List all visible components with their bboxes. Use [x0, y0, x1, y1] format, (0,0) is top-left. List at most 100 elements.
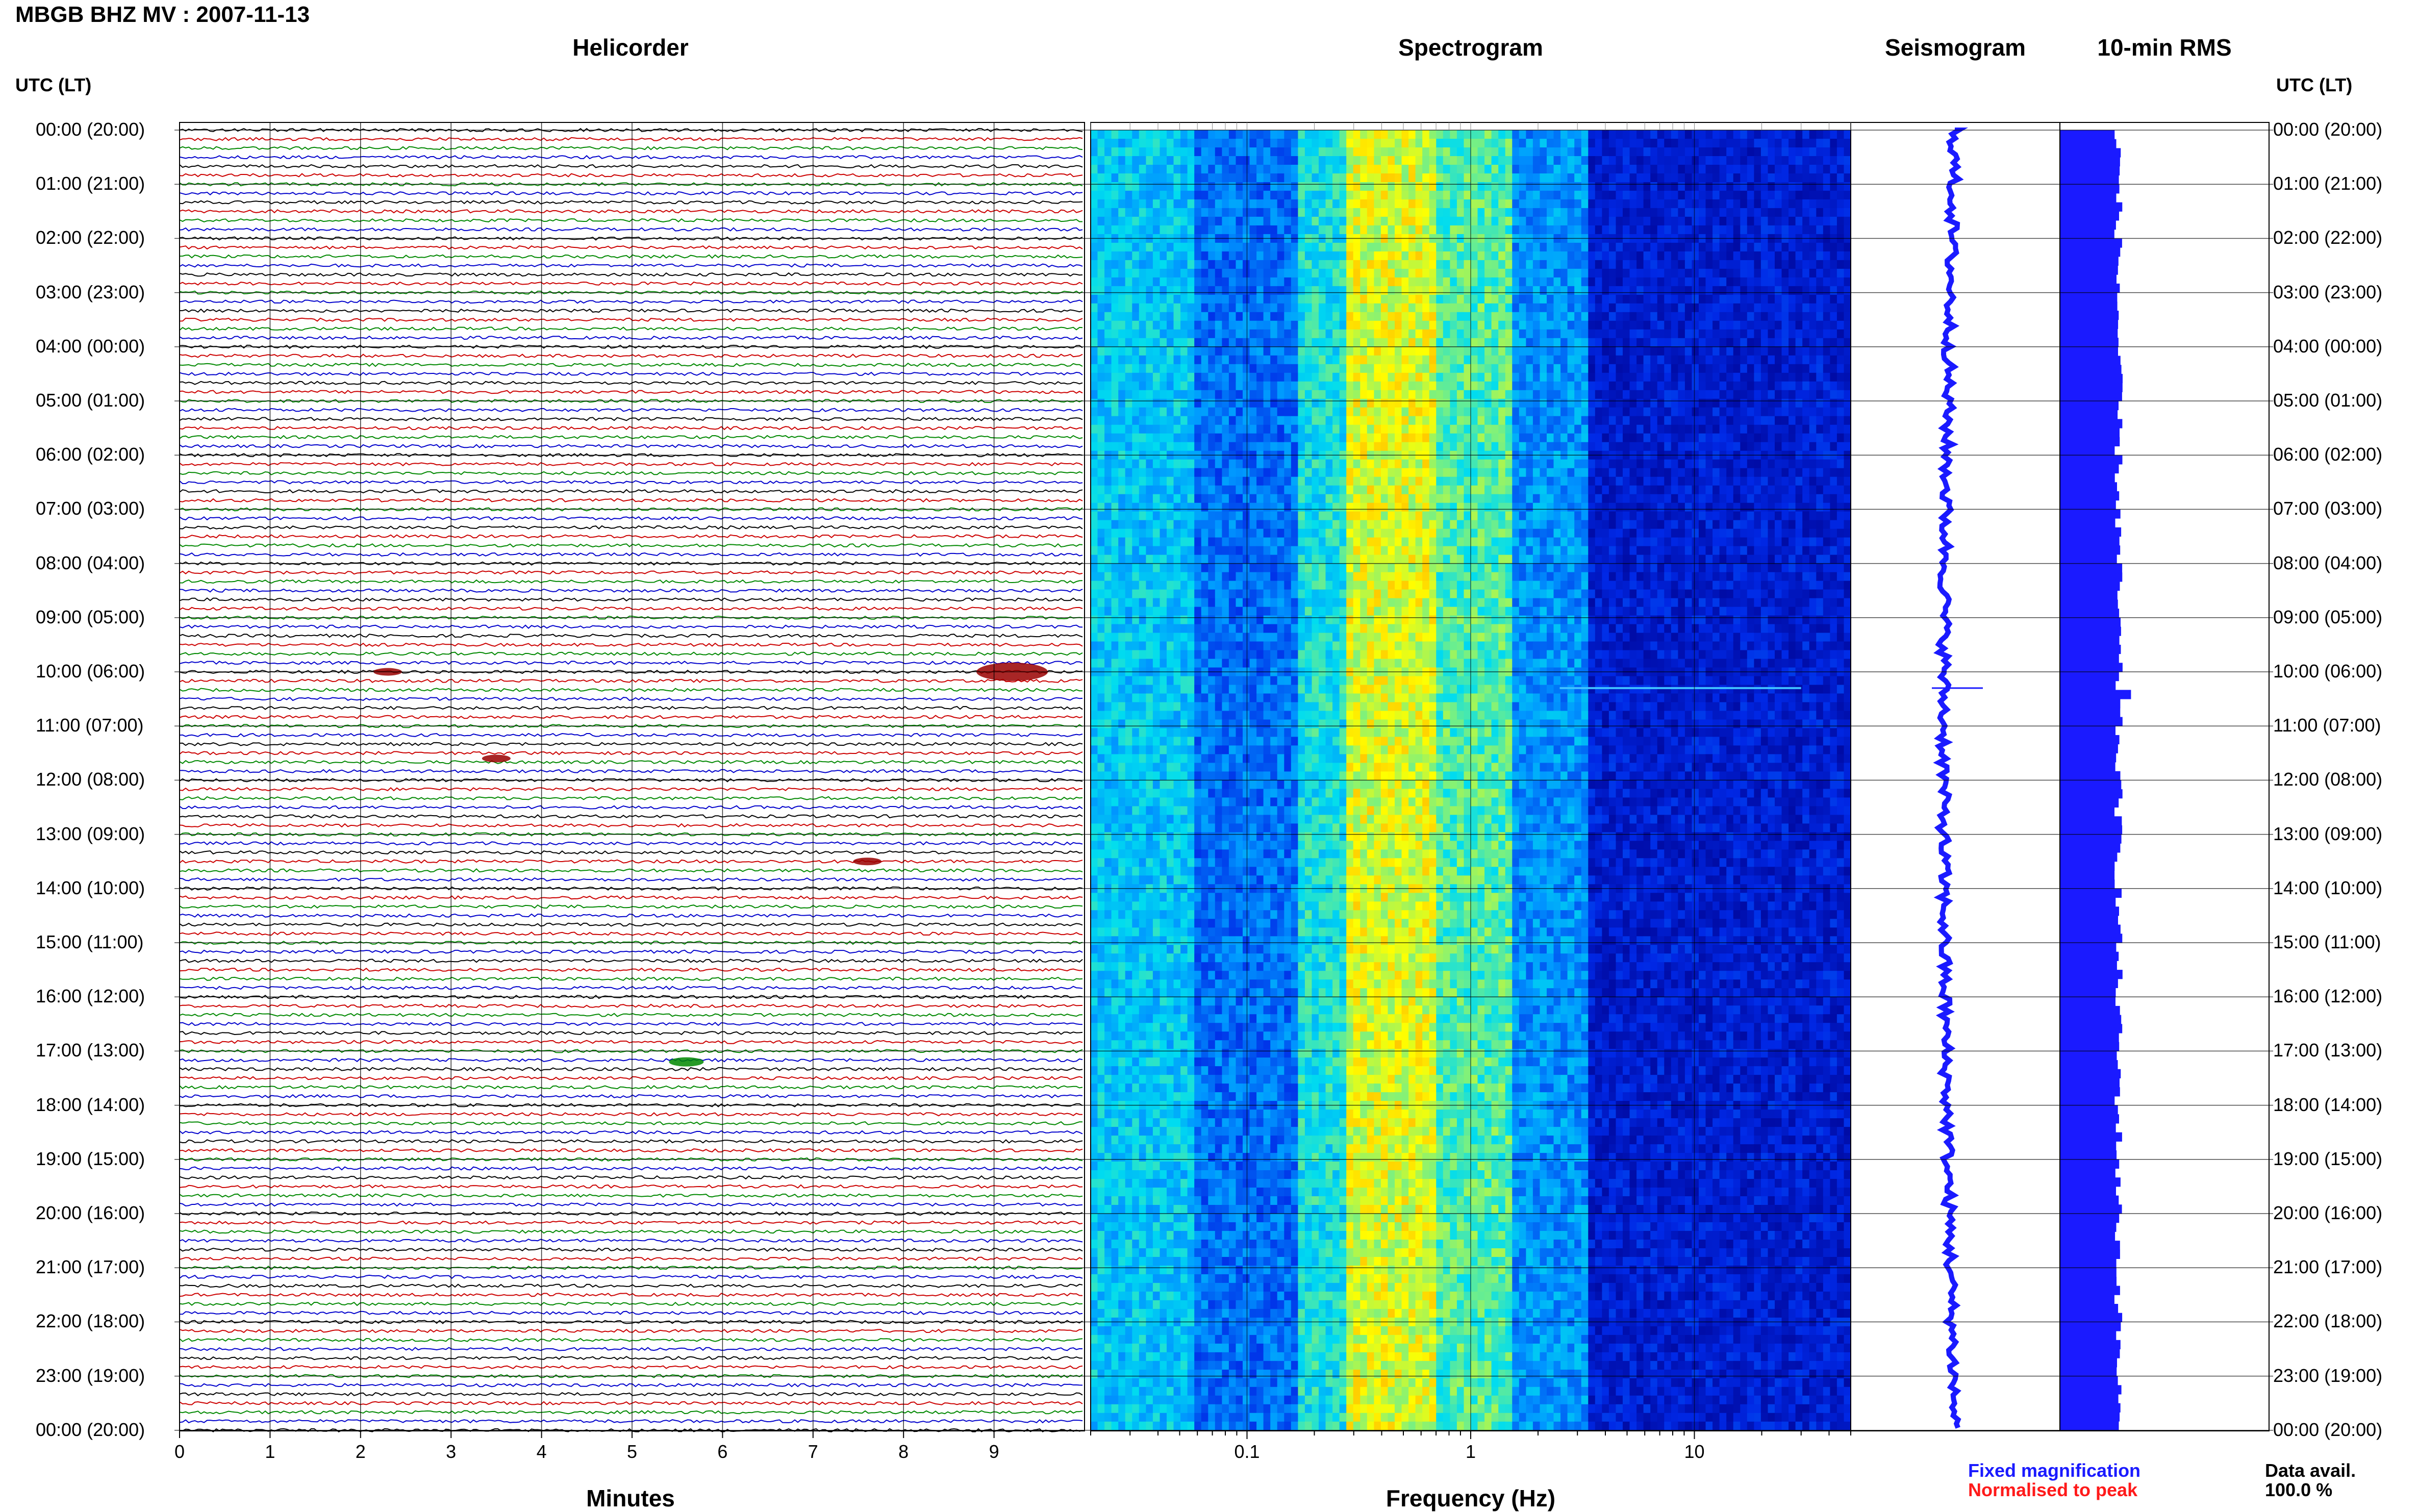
rms-bar — [2060, 681, 2115, 690]
rms-bar — [2060, 1141, 2116, 1150]
helicorder-trace — [180, 138, 1082, 141]
rms-bar — [2060, 870, 2114, 879]
helicorder-trace — [180, 309, 1082, 312]
rms-bar — [2060, 1394, 2119, 1403]
rms-bar — [2060, 446, 2114, 456]
rms-bar — [2060, 545, 2120, 555]
rms-bar — [2060, 906, 2119, 916]
helicorder-trace — [180, 1194, 1082, 1197]
helicorder-trace — [180, 382, 1082, 385]
helicorder-trace — [180, 273, 1082, 276]
helicorder-trace — [180, 192, 1082, 195]
rms-bar — [2060, 645, 2121, 654]
rms-bar — [2060, 293, 2117, 302]
helicorder-trace — [180, 1302, 1082, 1305]
helicorder-trace — [180, 1420, 1082, 1423]
rms-bar — [2060, 374, 2123, 383]
rms-bar — [2060, 1412, 2120, 1421]
helicorder-trace — [180, 336, 1082, 339]
helicorder-trace — [180, 499, 1082, 502]
rms-bar — [2060, 780, 2121, 789]
helicorder-trace — [180, 625, 1082, 628]
helicorder-trace — [180, 174, 1082, 177]
helicorder-trace — [180, 1221, 1082, 1224]
rms-bar — [2060, 500, 2116, 510]
rms-bar — [2060, 1196, 2119, 1205]
helicorder-trace — [180, 987, 1082, 990]
helicorder-trace — [180, 1402, 1082, 1405]
helicorder-trace — [180, 1356, 1082, 1359]
helicorder-trace — [180, 1312, 1082, 1315]
rms-bar — [2060, 1349, 2120, 1358]
rms-bar — [2060, 320, 2118, 329]
helicorder-trace — [180, 1339, 1082, 1342]
helicorder-trace — [180, 1239, 1082, 1242]
helicorder-trace — [180, 589, 1082, 592]
rms-bar — [2060, 1060, 2118, 1069]
rms-bar — [2060, 852, 2117, 862]
helicorder-trace — [180, 643, 1082, 646]
rms-bar — [2060, 1340, 2121, 1349]
helicorder-trace — [180, 490, 1082, 493]
rms-bar — [2060, 690, 2131, 699]
rms-bar — [2060, 1069, 2121, 1078]
helicorder-trace — [180, 634, 1082, 637]
rms-bar — [2060, 1204, 2122, 1214]
helicorder-trace — [180, 535, 1082, 538]
rms-bar — [2060, 835, 2122, 844]
helicorder-trace — [180, 219, 1082, 222]
rms-bar — [2060, 347, 2118, 356]
helicorder-trace — [180, 1031, 1082, 1035]
rms-bar — [2060, 618, 2121, 627]
rms-bar — [2060, 419, 2122, 428]
rms-bar — [2060, 879, 2114, 889]
rms-bar — [2060, 428, 2120, 437]
helicorder-trace — [180, 1022, 1082, 1025]
rms-bar — [2060, 1385, 2122, 1394]
helicorder-trace — [180, 679, 1082, 683]
rms-bar — [2060, 1322, 2121, 1331]
rms-bar — [2060, 211, 2119, 220]
rms-bar — [2060, 979, 2118, 988]
helicorder-trace — [180, 1275, 1082, 1278]
rms-bar — [2060, 1051, 2117, 1060]
rms-bar — [2060, 582, 2120, 591]
rms-bar — [2060, 663, 2123, 672]
rms-bar — [2060, 1024, 2122, 1033]
helicorder-trace — [180, 842, 1082, 845]
rms-bar — [2060, 1015, 2121, 1024]
rms-bar — [2060, 257, 2119, 266]
helicorder-trace — [180, 445, 1082, 448]
rms-bar — [2060, 970, 2123, 979]
rms-bar — [2060, 952, 2119, 961]
helicorder-trace — [180, 390, 1082, 393]
helicorder-trace — [180, 1113, 1082, 1116]
helicorder-trace — [180, 788, 1082, 791]
helicorder-trace — [180, 851, 1082, 854]
rms-bar — [2060, 356, 2121, 365]
rms-bar — [2060, 527, 2121, 537]
rms-bar — [2060, 1087, 2120, 1096]
helicorder-trace — [180, 1059, 1082, 1062]
helicorder-trace — [180, 300, 1082, 303]
rms-bar — [2060, 1241, 2120, 1250]
rms-bar — [2060, 916, 2118, 925]
helicorder-trace — [180, 210, 1082, 213]
helicorder-event — [482, 754, 511, 762]
helicorder-trace — [180, 652, 1082, 656]
helicorder-trace — [180, 255, 1082, 258]
rms-bar — [2060, 599, 2118, 609]
rms-bar — [2060, 139, 2117, 148]
rms-bar — [2060, 1042, 2119, 1051]
rms-bar — [2060, 1033, 2119, 1042]
rms-bar — [2060, 392, 2122, 401]
helicorder-trace — [180, 363, 1082, 366]
rms-bar — [2060, 735, 2120, 744]
helicorder-trace — [180, 1176, 1082, 1179]
rms-bar — [2060, 157, 2120, 166]
rms-bar — [2060, 572, 2122, 582]
rms-bar — [2060, 816, 2122, 825]
helicorder-trace — [180, 1077, 1082, 1080]
rms-bar — [2060, 473, 2115, 483]
helicorder-trace — [180, 1167, 1082, 1170]
